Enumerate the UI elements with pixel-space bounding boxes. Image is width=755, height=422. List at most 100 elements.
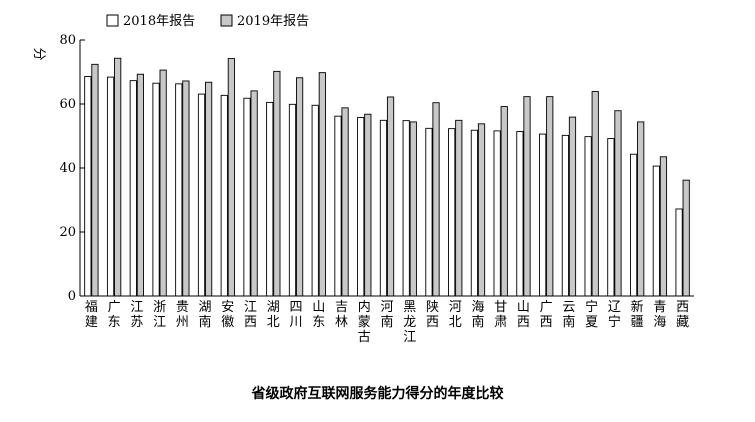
x-tick-label-char: 广 [540, 300, 553, 315]
x-tick-label-char: 海 [653, 315, 666, 330]
x-tick-label-char: 宁 [608, 314, 621, 330]
bar-2018 [425, 127, 433, 297]
x-tick-label: 四川 [290, 300, 303, 330]
x-tick-label-char: 东 [108, 315, 121, 330]
y-tick-label: 80 [59, 33, 76, 48]
bar-2019 [682, 179, 690, 297]
x-tick-label: 江西 [244, 300, 257, 330]
x-tick-label-char: 南 [199, 314, 212, 330]
bar-2018 [152, 82, 160, 297]
x-axis-labels: 福建广东江苏浙江贵州湖南安徽江西湖北四川山东吉林内蒙古河南黑龙江陕西河北海南甘肃… [85, 299, 689, 345]
bar-2019 [295, 77, 304, 297]
legend-label-2019: 2019年报告 [237, 14, 309, 29]
x-tick-label-char: 北 [449, 315, 462, 330]
x-tick-label: 甘肃 [494, 300, 507, 330]
x-tick-label-char: 四 [290, 300, 303, 315]
x-tick-label-char: 江 [244, 300, 257, 315]
x-tick-label-char: 徽 [221, 315, 234, 330]
y-axis-label: 分 [31, 47, 46, 60]
bar-2019 [273, 70, 281, 297]
bar-2018 [197, 93, 206, 297]
bar-2019 [637, 121, 645, 297]
x-tick-label-char: 贵 [176, 300, 189, 315]
bar-2018 [539, 133, 547, 297]
x-tick-label: 宁夏 [585, 299, 598, 330]
x-tick-label-char: 甘 [494, 300, 507, 315]
bar-2019 [159, 69, 167, 297]
bar-2018 [175, 83, 183, 297]
y-axis: 0 20 40 60 80 [59, 33, 85, 304]
x-tick-label: 陕西 [426, 300, 439, 330]
bar-2018 [106, 76, 115, 297]
x-tick-label: 辽宁 [608, 300, 621, 330]
bar-2018 [652, 165, 660, 297]
bar-2019 [250, 90, 258, 297]
x-tick-label: 内蒙古 [358, 299, 371, 345]
x-tick-label-char: 西 [426, 315, 439, 330]
x-tick-label-char: 江 [153, 315, 166, 330]
x-tick-label: 湖南 [199, 300, 212, 330]
x-tick-label: 西藏 [676, 300, 689, 330]
x-tick-label: 河北 [449, 300, 462, 330]
bar-2019 [205, 81, 213, 297]
x-tick-label-char: 南 [380, 314, 393, 330]
bar-2018 [334, 115, 342, 297]
x-tick-label-char: 河 [449, 300, 462, 315]
x-tick-label: 吉林 [335, 300, 348, 330]
bar-2019 [227, 58, 235, 297]
x-tick-label: 青海 [653, 300, 666, 330]
bar-2019 [455, 119, 463, 297]
bar-2018 [448, 128, 456, 297]
x-tick-label-char: 陕 [426, 300, 439, 315]
x-tick-label-char: 藏 [676, 315, 689, 330]
x-tick-label-char: 龙 [403, 315, 416, 330]
x-tick-label-char: 西 [676, 300, 689, 315]
x-tick-label-char: 林 [335, 315, 348, 330]
x-tick-label-char: 浙 [153, 300, 166, 315]
bar-2018 [584, 136, 592, 297]
x-tick-label-char: 云 [562, 300, 575, 315]
bar-2018 [243, 97, 251, 297]
bar-2018 [220, 94, 228, 297]
y-tick-label: 60 [59, 97, 76, 112]
bar-2019 [386, 96, 395, 297]
x-tick-label: 新疆 [631, 299, 644, 330]
x-tick-label-char: 夏 [585, 315, 598, 330]
x-tick-label: 江苏 [130, 300, 143, 330]
bar-2019 [614, 110, 622, 297]
x-tick-label-char: 西 [244, 315, 257, 330]
x-tick-label-char: 内 [358, 299, 371, 315]
bar-2019 [500, 106, 508, 297]
bar-2019 [91, 63, 99, 297]
bar-2018 [311, 104, 319, 297]
bar-2018 [493, 130, 501, 297]
x-tick-label-char: 南 [562, 314, 575, 330]
bar-2018 [379, 119, 388, 297]
bar-2019 [136, 73, 145, 297]
x-tick-label-char: 古 [358, 330, 371, 345]
x-tick-label-char: 江 [403, 330, 416, 345]
bar-2018 [675, 208, 683, 297]
bar-2019 [182, 80, 190, 297]
bar-2018 [470, 129, 479, 297]
x-tick-label-char: 新 [631, 299, 644, 315]
x-tick-label-char: 湖 [267, 300, 280, 315]
y-tick-label: 20 [59, 225, 76, 240]
bars [84, 57, 690, 297]
bar-2018 [630, 153, 638, 297]
x-tick-label: 浙江 [153, 300, 166, 330]
x-tick-label-char: 河 [380, 300, 393, 315]
bar-2019 [546, 96, 554, 297]
bar-2018 [516, 131, 524, 297]
x-tick-label-char: 江 [130, 300, 143, 315]
x-tick-label-char: 海 [471, 300, 484, 315]
x-tick-label: 福建 [85, 300, 98, 330]
x-tick-label-char: 山 [312, 300, 325, 315]
x-tick-label: 贵州 [176, 300, 189, 330]
x-tick-label-char: 肃 [494, 315, 507, 330]
x-tick-label: 安徽 [221, 300, 234, 330]
bar-2019 [591, 91, 599, 297]
bar-2019 [409, 121, 417, 297]
chart-caption: 省级政府互联网服务能力得分的年度比较 [251, 386, 504, 402]
